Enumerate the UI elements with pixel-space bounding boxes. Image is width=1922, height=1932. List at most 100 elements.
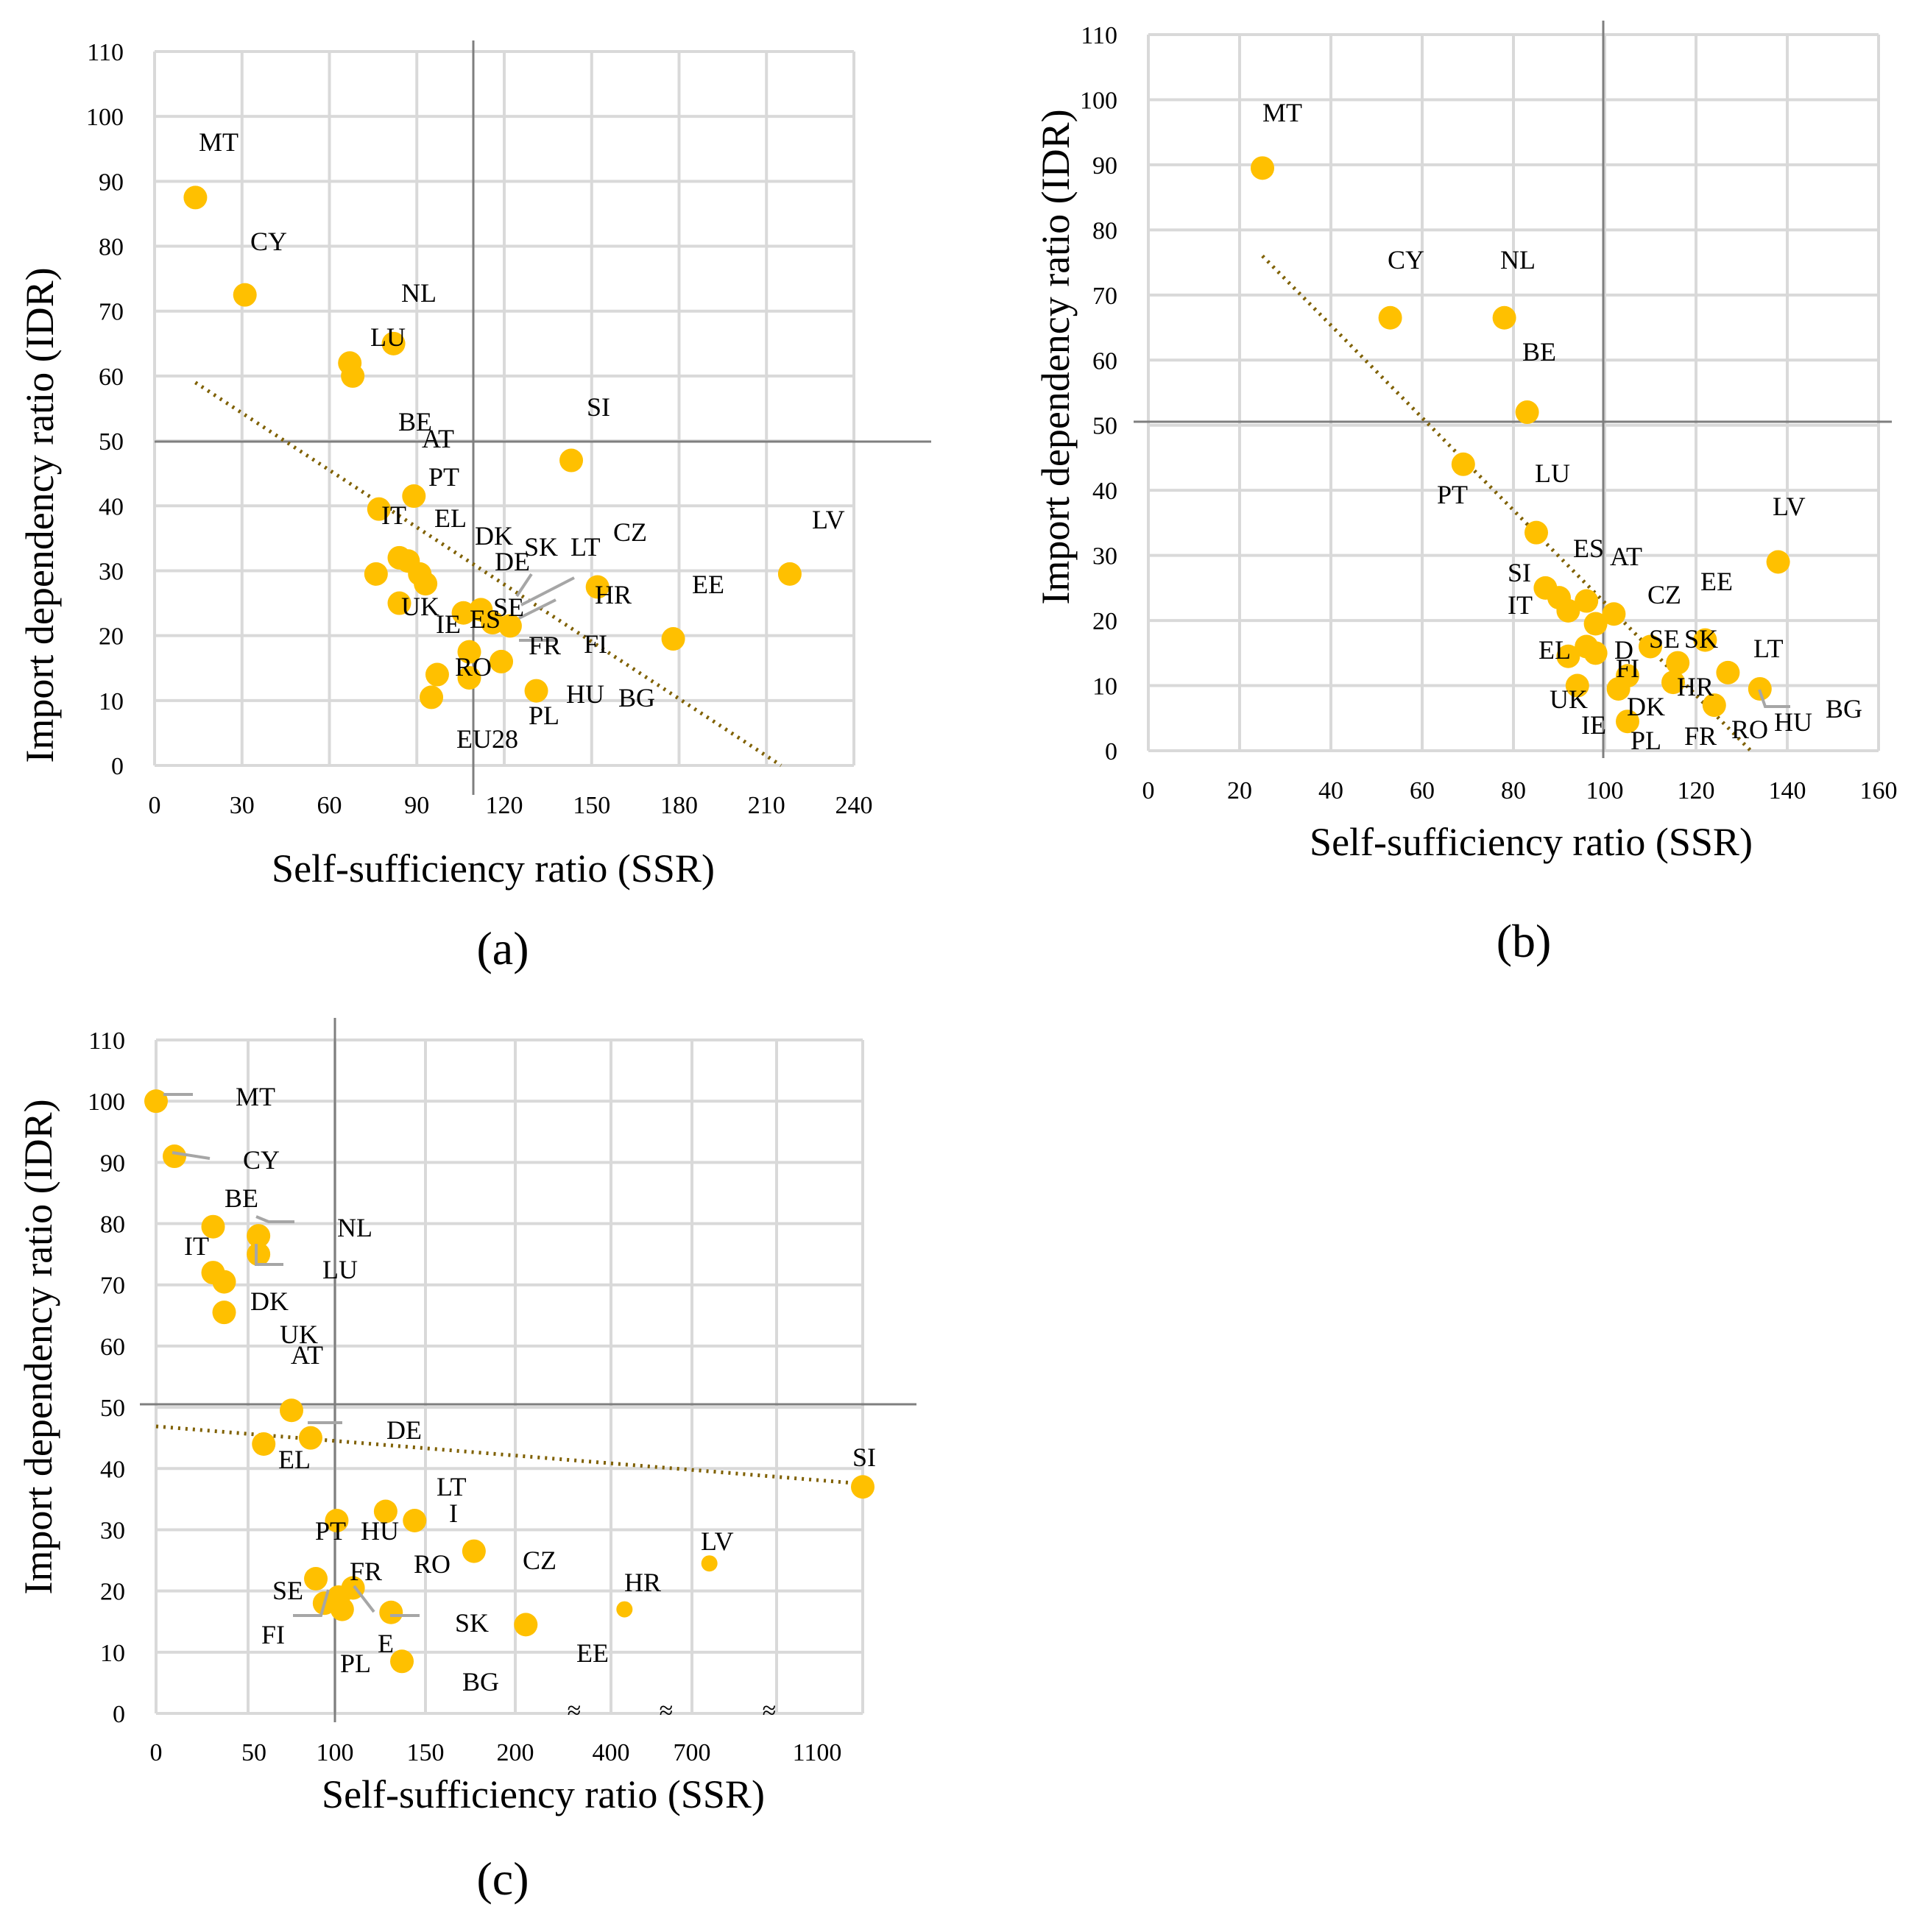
x-tick-label: 30 <box>230 792 255 819</box>
point-label-bg: BG <box>1826 694 1862 723</box>
x-axis-label: Self-sufficiency ratio (SSR) <box>1310 820 1753 864</box>
data-point-el <box>1556 644 1580 668</box>
point-label-dk: DK <box>1627 692 1665 721</box>
data-point-ee <box>1693 628 1717 652</box>
axis-break-mark: ≈ <box>568 1697 582 1724</box>
point-label-ro: RO <box>455 652 492 682</box>
leader-line <box>293 1589 330 1617</box>
x-tick-label: 100 <box>1586 777 1624 804</box>
y-tick-label: 20 <box>100 1579 125 1606</box>
y-tick-label: 30 <box>99 558 124 585</box>
data-point-fi <box>1616 664 1639 688</box>
data-point-nl <box>1492 305 1516 330</box>
y-tick-label: 30 <box>1092 543 1117 570</box>
point-label-hu: HU <box>1774 707 1812 737</box>
x-tick-label: 0 <box>1142 777 1155 804</box>
x-axis-label: Self-sufficiency ratio (SSR) <box>272 846 715 891</box>
point-label-ee: EE <box>576 1638 609 1668</box>
panel-c: 0 10 20 30 40 50 60 70 80 90 100 110 0 50 100 150 200 40… <box>16 1018 916 1905</box>
point-label-ee: EE <box>1700 567 1733 596</box>
point-label-it: IT <box>1508 590 1533 620</box>
data-point-es <box>451 601 476 625</box>
point-label-ro: RO <box>414 1549 451 1579</box>
point-label-cy: CY <box>1388 245 1424 275</box>
y-tick-label: 50 <box>100 1395 125 1422</box>
point-label-fr: FR <box>350 1557 382 1586</box>
point-label-pl: PL <box>529 701 559 730</box>
point-label-bg: BG <box>618 683 655 712</box>
leader-line <box>1758 689 1790 708</box>
point-label-pl: PL <box>340 1649 371 1678</box>
data-point-cz <box>1602 602 1626 626</box>
point-label-lt: LT <box>1753 634 1784 663</box>
point-label-bg: BG <box>462 1667 499 1696</box>
point-label-nl: NL <box>401 278 437 308</box>
point-label-at: AT <box>291 1340 323 1370</box>
data-point-at <box>280 1398 303 1423</box>
panel-b: 0 10 20 30 40 50 60 70 80 90 100 110 0 20 40 60 80 100 12… <box>1034 21 1898 967</box>
point-label-fi: FI <box>584 629 607 659</box>
data-point-dk <box>212 1301 236 1325</box>
point-label-it: IT <box>381 500 406 530</box>
point-label-de: DE <box>495 547 530 576</box>
y-tick-label: 40 <box>100 1456 125 1483</box>
x-tick-label: 140 <box>1769 777 1806 804</box>
point-label-uk: UK <box>401 592 439 621</box>
y-tick-label: 60 <box>1092 347 1117 375</box>
point-label-hr: HR <box>624 1568 661 1597</box>
point-label-lu: LU <box>322 1255 358 1284</box>
data-point-be <box>1515 400 1539 425</box>
point-label-be: BE <box>1522 337 1556 367</box>
x-tick-label: 0 <box>149 792 161 819</box>
data-point-ee <box>514 1613 538 1637</box>
data-point-lv <box>701 1555 718 1572</box>
data-point-si <box>851 1475 875 1499</box>
data-point-cz <box>462 1539 486 1563</box>
point-label-it: IT <box>184 1231 209 1261</box>
y-tick-label: 40 <box>1092 478 1117 505</box>
data-point-pt <box>325 1508 349 1532</box>
y-tick-label: 20 <box>1092 608 1117 635</box>
point-label-pt: PT <box>428 462 459 492</box>
point-label-se: SE <box>1649 624 1680 654</box>
point-label-lu: LU <box>370 322 406 352</box>
y-tick-label: 70 <box>1092 283 1117 310</box>
data-point-se <box>1639 634 1662 659</box>
y-tick-label: 0 <box>111 753 124 780</box>
point-label-mt: MT <box>199 127 239 157</box>
y-tick-label: 60 <box>99 364 124 391</box>
point-label-dk: DK <box>475 521 513 551</box>
y-tick-label: 100 <box>88 1089 125 1116</box>
point-label-e: E <box>378 1629 394 1658</box>
data-point-uk <box>1565 673 1589 698</box>
point-label-d: D <box>1614 635 1633 665</box>
point-label-cy: CY <box>250 227 287 256</box>
x-tick-label: 160 <box>1860 777 1898 804</box>
point-label-at: AT <box>1610 542 1642 571</box>
data-point <box>457 640 481 664</box>
point-label-hr: HR <box>595 580 632 609</box>
data-point-hu <box>1748 676 1772 701</box>
y-axis-label: Import dependency ratio (IDR) <box>16 1099 60 1594</box>
x-tick-label: 60 <box>317 792 342 819</box>
point-label-be: BE <box>225 1183 258 1213</box>
point-label-lv: LV <box>1773 492 1806 521</box>
data-point-pl <box>1616 710 1639 734</box>
x-tick-label: 150 <box>407 1739 445 1766</box>
data-point-cz <box>585 575 610 599</box>
x-tick-label: 400 <box>593 1739 630 1766</box>
panel-label-b: (b) <box>1497 915 1552 967</box>
x-tick-label: 700 <box>674 1739 711 1766</box>
point-label-ie: IE <box>1581 710 1606 740</box>
y-tick-label: 80 <box>1092 217 1117 244</box>
point-label-el: EL <box>278 1445 311 1474</box>
trendline <box>155 1424 863 1486</box>
point-label-pt: PT <box>1437 480 1468 509</box>
x-tick-label: 210 <box>748 792 785 819</box>
data-point-nl <box>247 1224 271 1248</box>
y-tick-label: 70 <box>99 299 124 326</box>
data-point-lt <box>403 1508 427 1532</box>
point-label-mt: MT <box>236 1082 275 1111</box>
data-point <box>481 611 505 634</box>
data-point-ro <box>1702 693 1726 718</box>
